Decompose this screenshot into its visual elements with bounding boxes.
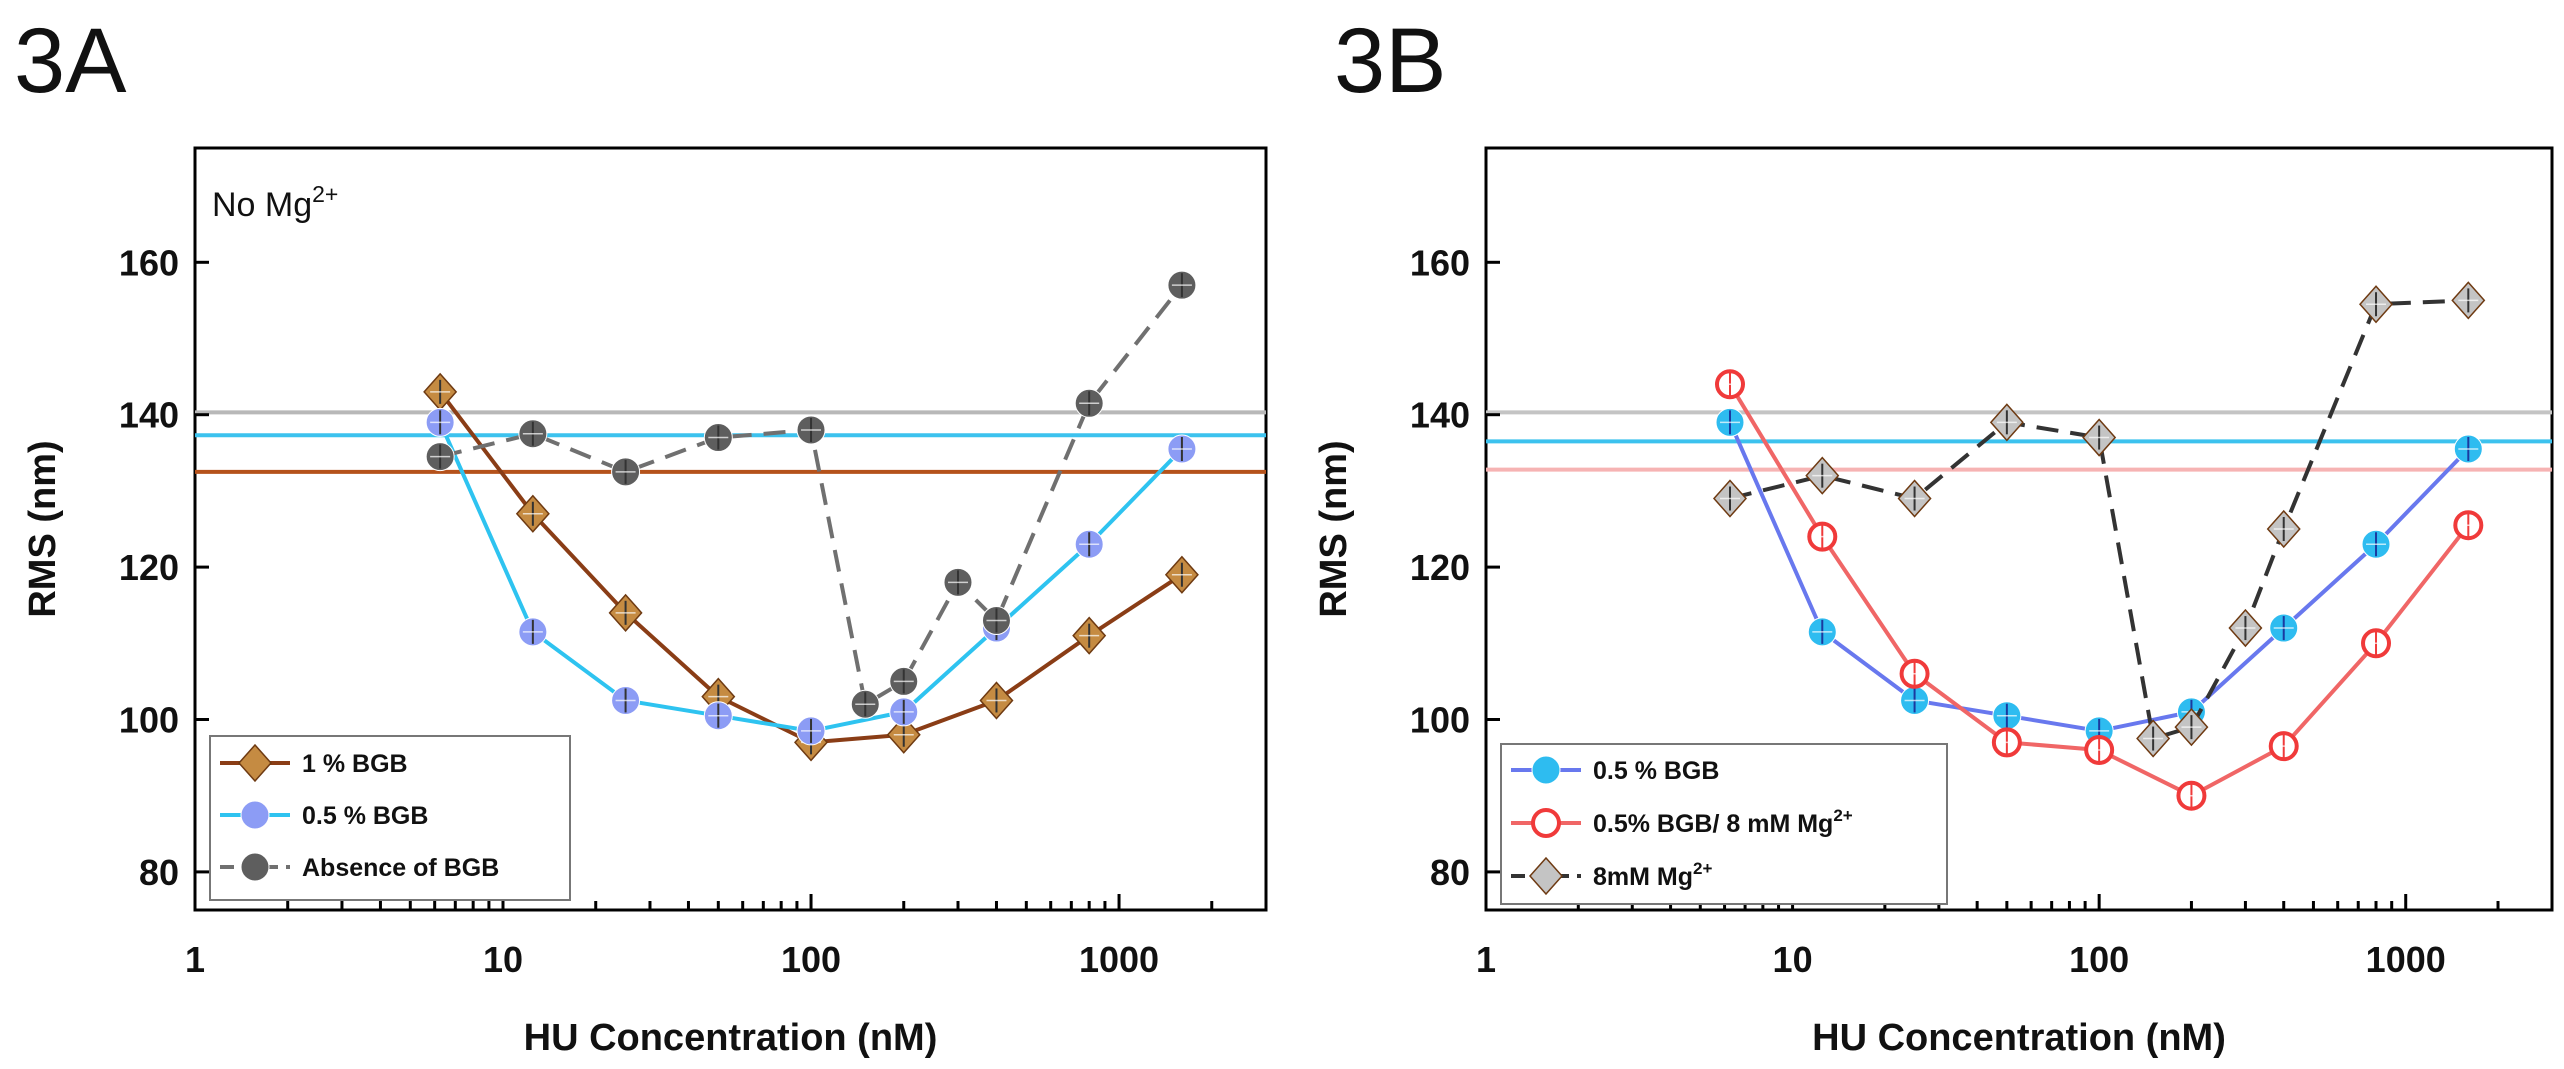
x-tick-label: 10	[483, 939, 523, 980]
y-tick-label: 160	[1410, 242, 1470, 283]
legend-label: 0.5 % BGB	[1593, 757, 1719, 785]
legend-entry: 0.5% BGB/ 8 mM Mg2+	[1511, 806, 1853, 838]
y-tick-label: 120	[119, 547, 179, 588]
y-tick-label: 160	[119, 242, 179, 283]
y-tick-label: 120	[1410, 547, 1470, 588]
x-tick-label: 100	[2069, 939, 2129, 980]
legend-entry: 1 % BGB	[220, 743, 408, 783]
legend-label: 0.5% BGB/ 8 mM Mg2+	[1593, 806, 1853, 838]
x-tick-label: 100	[781, 939, 841, 980]
plot-frame	[1484, 146, 2554, 912]
series-0	[1715, 407, 2483, 746]
legend-label: Absence of BGB	[302, 854, 499, 882]
y-tick-label: 140	[1410, 395, 1470, 436]
legend-marker	[1531, 755, 1561, 785]
series-line	[1729, 298, 2469, 741]
x-tick-label: 1000	[2366, 939, 2446, 980]
legend-entry: Absence of BGB	[220, 852, 499, 882]
legend-marker	[1531, 808, 1561, 838]
panel-3a: 3A 80 100 120 140 160 1 10 100 1000 HU Concentrat…	[14, 10, 1268, 1059]
legend-label: 0.5 % BGB	[302, 802, 428, 830]
legend-entry: 8mM Mg2+	[1511, 856, 1712, 896]
reference-lines	[1486, 410, 2552, 472]
y-tick-label: 140	[119, 395, 179, 436]
y-tick-label: 100	[1410, 700, 1470, 741]
legend-marker	[237, 743, 273, 783]
panel-3b: 3B 80 100 120 140 160 1 10 100 1000 HU Concentrat…	[1313, 10, 2554, 1059]
x-tick-label: 10	[1773, 939, 1813, 980]
y-axis-title: RMS (nm)	[22, 440, 64, 617]
series-line	[438, 421, 1184, 733]
legend: 0.5 % BGB 0.5% BGB/ 8 mM Mg2+ 8mM Mg2+	[1500, 743, 1948, 905]
annotation-label: No Mg2+	[212, 181, 338, 224]
legend-label: 8mM Mg2+	[1593, 859, 1712, 891]
plot-area: 80 100 120 140 160 1 10 100 1000 HU Concentration…	[1313, 146, 2554, 1059]
y-axis-title: RMS (nm)	[1313, 440, 1355, 617]
series-line	[439, 283, 1184, 707]
series-1	[425, 407, 1197, 746]
legend-marker	[1528, 856, 1564, 896]
y-tick-label: 100	[119, 700, 179, 741]
legend: 1 % BGB 0.5 % BGB Absence of BGB	[209, 735, 571, 901]
panel-label: 3A	[14, 10, 127, 112]
series-2	[1712, 281, 2486, 758]
plot-area: 80 100 120 140 160 1 10 100 1000 HU Concentration…	[22, 146, 1268, 1059]
legend-entry: 0.5 % BGB	[220, 800, 428, 830]
legend-marker	[240, 800, 270, 830]
legend-label: 1 % BGB	[302, 750, 408, 778]
legend-marker	[240, 852, 270, 882]
x-tick-label: 1	[1476, 939, 1496, 980]
y-tick-label: 80	[1430, 852, 1470, 893]
x-axis-title: HU Concentration (nM)	[1812, 1017, 2226, 1059]
x-axis-title: HU Concentration (nM)	[524, 1017, 938, 1059]
plot-frame	[193, 146, 1268, 912]
x-tick-label: 1	[185, 939, 205, 980]
series-1	[1714, 369, 2484, 811]
y-tick-label: 80	[139, 852, 179, 893]
legend-entry: 0.5 % BGB	[1511, 755, 1719, 785]
series-2	[425, 270, 1197, 719]
panel-label: 3B	[1334, 10, 1447, 112]
x-tick-label: 1000	[1079, 939, 1159, 980]
